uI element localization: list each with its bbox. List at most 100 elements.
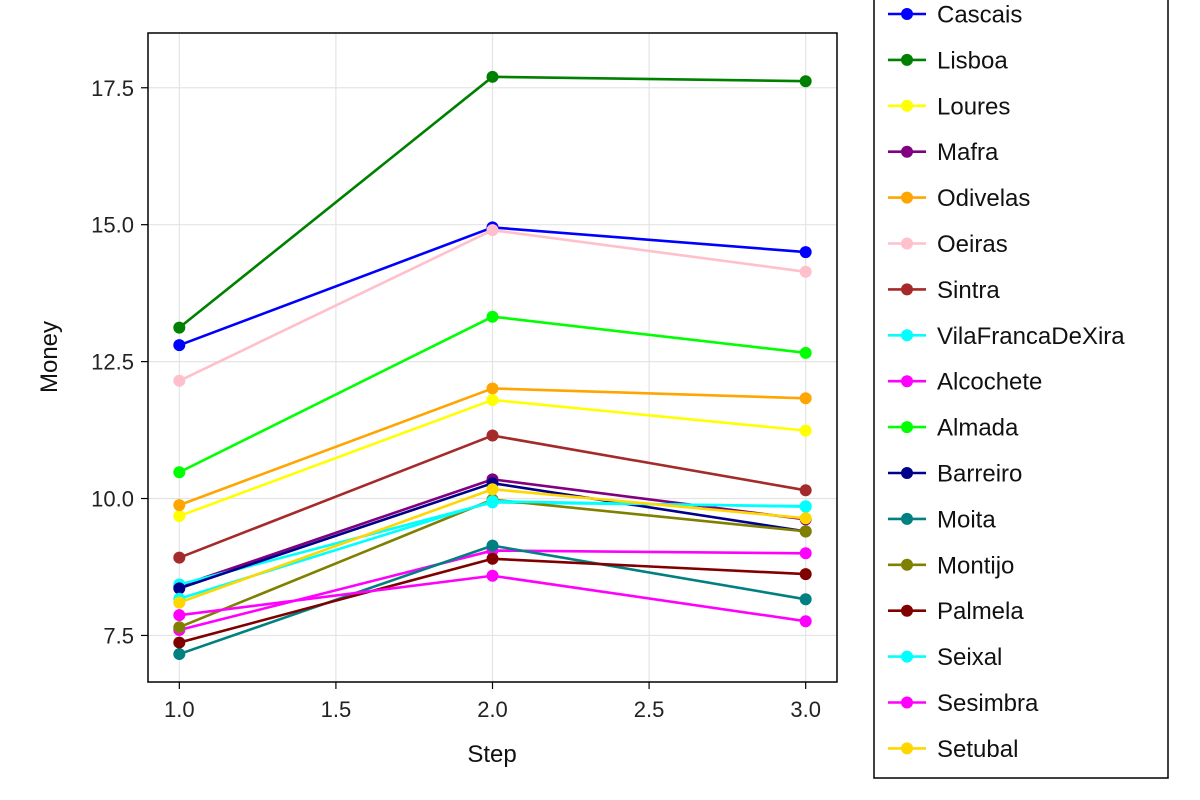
data-point <box>799 392 812 405</box>
data-point <box>486 393 499 406</box>
series-almada <box>173 310 812 479</box>
legend-label: Lisboa <box>937 47 1008 74</box>
data-point <box>799 568 812 581</box>
legend-marker <box>901 742 913 755</box>
data-point <box>173 510 186 523</box>
data-point <box>799 346 812 359</box>
data-point <box>173 466 186 479</box>
legend-label: Sintra <box>937 277 1000 304</box>
data-point <box>173 582 186 595</box>
legend-item: Sesimbra <box>888 690 1039 717</box>
series-palmela <box>173 552 812 649</box>
data-point <box>173 374 186 387</box>
legend-item: Sintra <box>888 277 1000 304</box>
legend-label: Sesimbra <box>937 690 1039 717</box>
data-point <box>799 500 812 513</box>
legend-label: Odivelas <box>937 185 1030 212</box>
data-point <box>173 499 186 512</box>
legend-label: Oeiras <box>937 231 1008 258</box>
grid-lines <box>148 33 837 682</box>
data-point <box>173 621 186 634</box>
legend-label: Alcochete <box>937 369 1042 396</box>
data-point <box>799 525 812 538</box>
data-point <box>799 424 812 437</box>
legend-marker <box>901 53 913 66</box>
data-point <box>486 495 499 508</box>
legend-item: Seixal <box>888 644 1002 671</box>
legend-marker <box>901 237 913 250</box>
legend-label: Cascais <box>937 2 1022 29</box>
data-point <box>173 321 186 334</box>
legend-item: Alcochete <box>888 369 1042 396</box>
legend-item: Moita <box>888 506 996 533</box>
legend-marker <box>901 467 913 479</box>
data-point <box>799 593 812 606</box>
legend-marker <box>901 650 913 663</box>
series-setubal <box>173 483 812 609</box>
data-point <box>173 596 186 609</box>
legend-marker <box>901 375 913 388</box>
legend-label: Loures <box>937 93 1010 120</box>
y-tick-label: 12.5 <box>91 350 134 375</box>
series-sintra <box>173 429 812 564</box>
series-oeiras <box>173 224 812 387</box>
x-tick-label: 2.5 <box>634 697 665 722</box>
y-tick-label: 7.5 <box>103 623 134 648</box>
legend-item: Almada <box>888 415 1019 442</box>
series-loures <box>173 393 812 523</box>
x-tick-label: 1.5 <box>321 697 352 722</box>
legend-marker <box>901 8 913 20</box>
data-point <box>173 636 186 649</box>
data-point <box>486 552 499 565</box>
legend-item: Loures <box>888 93 1010 120</box>
y-tick-label: 17.5 <box>91 76 134 101</box>
legend-marker <box>901 329 913 342</box>
legend-item: Cascais <box>888 2 1022 29</box>
legend-frame <box>873 0 1169 779</box>
data-point <box>173 339 186 352</box>
legend-marker <box>901 512 913 525</box>
x-axis-label: Step <box>467 741 516 768</box>
legend-marker <box>901 283 913 296</box>
series-lisboa <box>173 70 812 334</box>
data-point <box>799 246 812 259</box>
legend-label: Barreiro <box>937 461 1022 488</box>
legend-item: Lisboa <box>888 47 1008 74</box>
data-point <box>486 382 499 395</box>
legend-label: Mafra <box>937 139 999 166</box>
data-point <box>799 615 812 628</box>
legend-item: Palmela <box>888 598 1024 625</box>
legend-item: VilaFrancaDeXira <box>888 323 1125 350</box>
legend-item: Barreiro <box>888 461 1022 488</box>
legend-label: Palmela <box>937 598 1024 625</box>
data-point <box>486 483 499 496</box>
data-point <box>486 569 499 582</box>
data-point <box>173 648 186 661</box>
y-tick-label: 10.0 <box>91 487 134 512</box>
data-point <box>486 539 499 552</box>
legend-item: Setubal <box>888 736 1018 763</box>
data-point <box>486 429 499 442</box>
data-point <box>173 609 186 622</box>
data-point <box>799 547 812 560</box>
legend-label: Moita <box>937 506 996 533</box>
y-axis-label: Money <box>36 321 63 393</box>
data-point <box>799 75 812 88</box>
y-tick-label: 15.0 <box>91 213 134 238</box>
legend-label: Montijo <box>937 552 1014 579</box>
data-point <box>486 224 499 237</box>
legend-item: Montijo <box>888 552 1014 579</box>
legend-marker <box>901 191 913 204</box>
legend-marker <box>901 558 913 571</box>
legend-marker <box>901 421 913 434</box>
legend-label: Setubal <box>937 736 1018 763</box>
legend-marker <box>901 604 913 617</box>
x-tick-label: 1.0 <box>164 697 195 722</box>
legend-item: Odivelas <box>888 185 1030 212</box>
data-point <box>486 70 499 83</box>
x-tick-label: 2.0 <box>477 697 508 722</box>
data-point <box>173 551 186 564</box>
data-point <box>799 484 812 497</box>
series-layer <box>173 70 812 661</box>
